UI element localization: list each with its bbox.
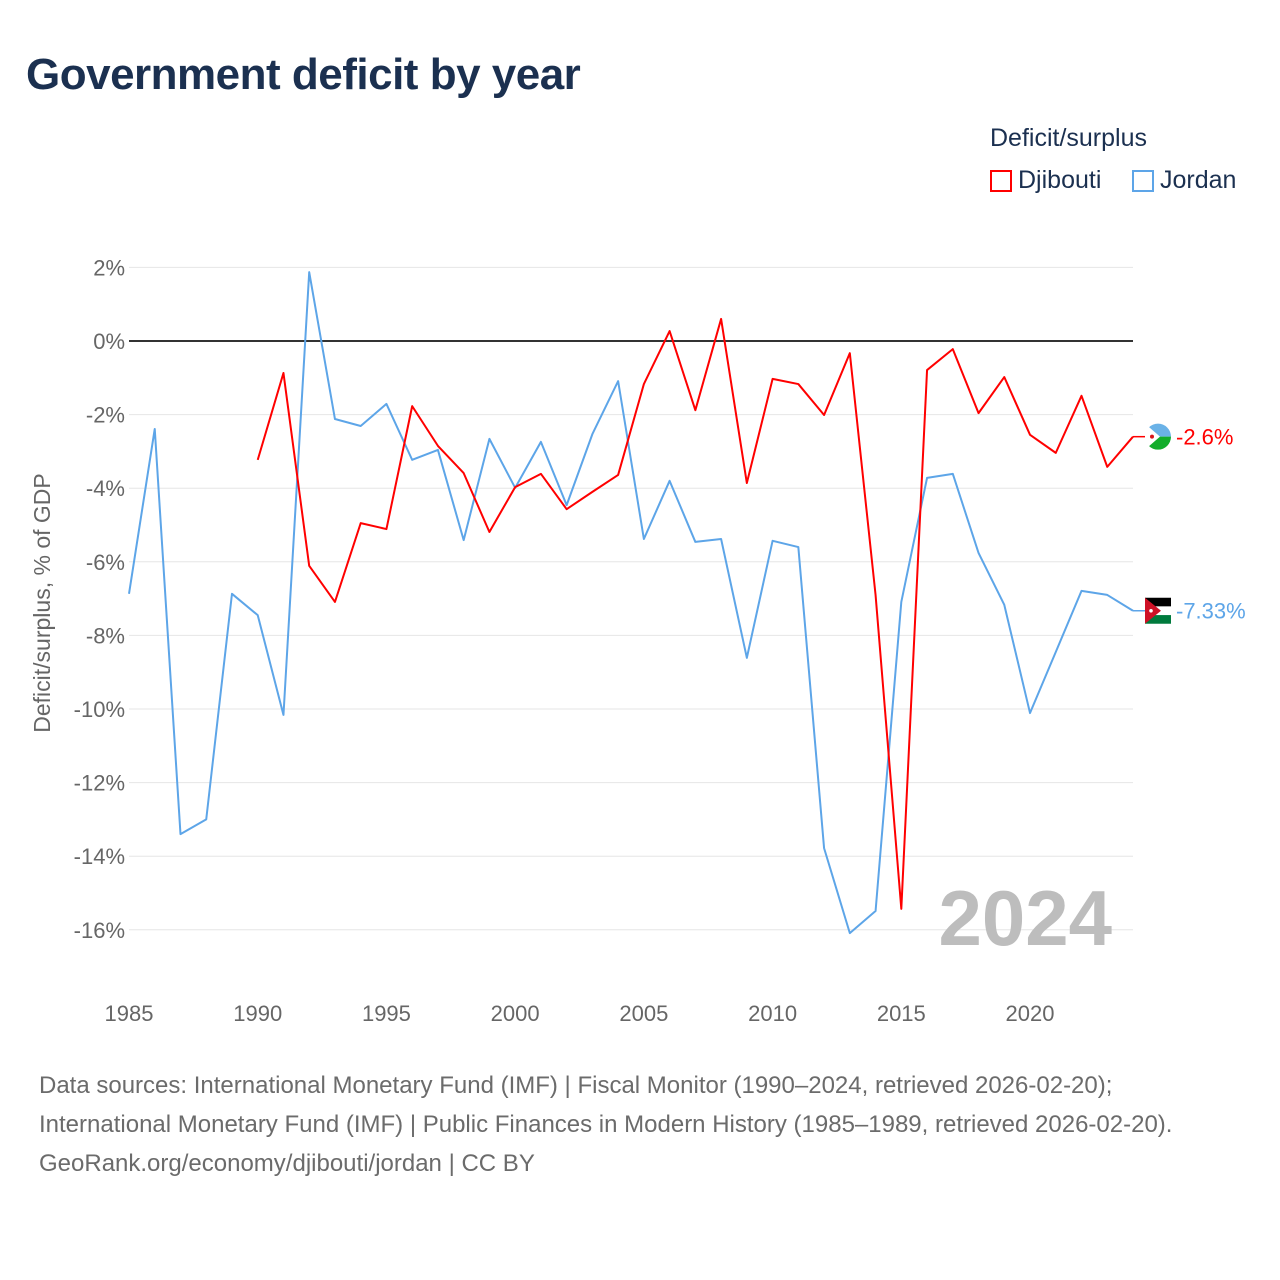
y-tick-label: 0% (93, 329, 125, 354)
x-tick-label: 1985 (105, 1001, 154, 1026)
flag-jordan-icon (1145, 597, 1161, 624)
data-sources: Data sources: International Monetary Fun… (39, 1072, 1173, 1138)
end-label-djibouti: -2.6% (1176, 425, 1233, 450)
x-tick-label: 2020 (1006, 1001, 1055, 1026)
x-tick-label: 2000 (491, 1001, 540, 1026)
y-tick-label: -14% (74, 844, 125, 869)
x-tick-label: 2005 (619, 1001, 668, 1026)
legend-title: Deficit/surplus (990, 124, 1147, 152)
series-line-djibouti (256, 317, 1134, 910)
chart-svg: 2% 0% -2% -4% -6% -8% -10% -12% -14% -16% 1985 1990… (29, 255, 1246, 1026)
y-tick-label: -4% (86, 476, 125, 501)
legend-swatch-jordan (1132, 169, 1154, 192)
y-tick-label: 2% (93, 255, 125, 280)
flag-jordan-icon (1149, 608, 1153, 613)
y-axis-label: Deficit/surplus, % of GDP (29, 473, 55, 732)
legend-item-djibouti[interactable]: Djibouti (990, 166, 1101, 195)
flag-djibouti-icon (1150, 434, 1154, 439)
credit-link[interactable]: GeoRank.org/economy/djibouti/jordan | CC… (39, 1150, 535, 1177)
legend-label-jordan: Jordan (1160, 166, 1237, 194)
y-tick-label: -16% (74, 918, 125, 943)
legend-swatch-djibouti (990, 169, 1012, 192)
x-tick-label: 1990 (233, 1001, 282, 1026)
end-label-jordan: -7.33% (1176, 599, 1246, 624)
y-tick-label: -8% (86, 623, 125, 648)
footer: Data sources: International Monetary Fun… (39, 1066, 1239, 1183)
legend-item-jordan[interactable]: Jordan (1132, 166, 1236, 195)
chart-title: Government deficit by year (26, 50, 581, 99)
y-tick-label: -6% (86, 550, 125, 575)
x-tick-label: 1995 (362, 1001, 411, 1026)
y-tick-label: -2% (86, 403, 125, 428)
year-watermark: 2024 (938, 874, 1112, 962)
flag-jordan-icon (1145, 615, 1171, 624)
series-line-jordan (128, 271, 1134, 935)
y-tick-label: -12% (74, 771, 125, 796)
flag-jordan-icon (1145, 597, 1171, 607)
x-tick-label: 2015 (877, 1001, 926, 1026)
y-tick-label: -10% (74, 697, 125, 722)
legend-label-djibouti: Djibouti (1018, 166, 1102, 194)
x-tick-label: 2010 (748, 1001, 797, 1026)
